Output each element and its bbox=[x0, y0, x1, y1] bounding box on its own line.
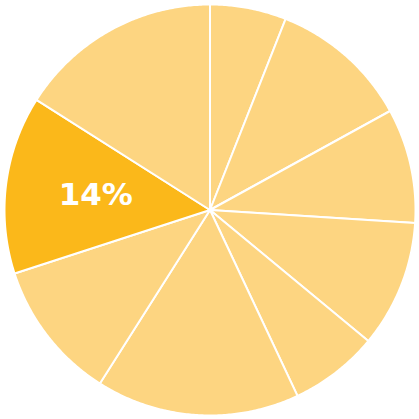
svg-text:14%: 14% bbox=[59, 176, 133, 212]
